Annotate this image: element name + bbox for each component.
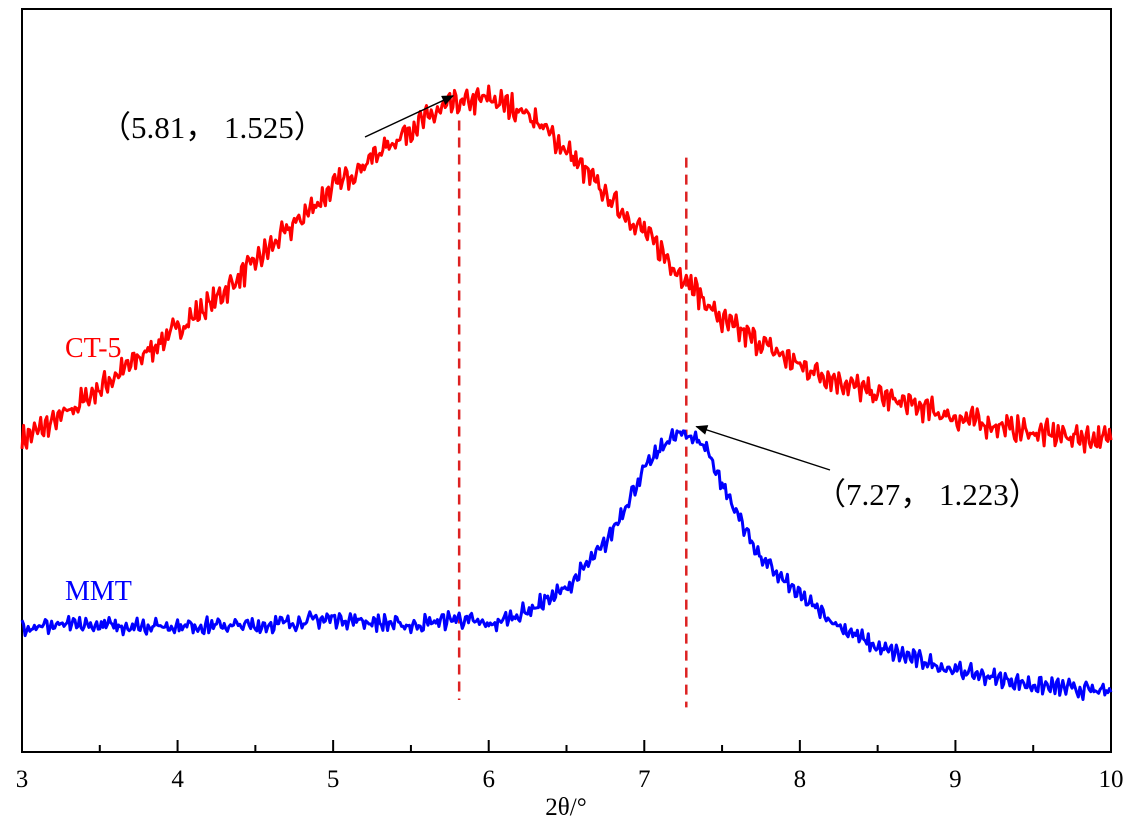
series-label-mmt: MMT bbox=[65, 576, 132, 607]
annotation-arrow bbox=[364, 95, 455, 138]
x-ticks: 3 4 5 6 7 8 9 10 bbox=[16, 740, 1124, 793]
x-tick-label: 7 bbox=[638, 766, 651, 793]
series-line-mmt bbox=[20, 428, 1113, 701]
x-tick-label: 6 bbox=[482, 766, 495, 793]
x-tick-label: 10 bbox=[1099, 766, 1124, 793]
series-label-ct5: CT-5 bbox=[65, 333, 122, 364]
annotation-arrow bbox=[695, 425, 831, 471]
series-lines bbox=[20, 84, 1113, 701]
x-tick-label: 5 bbox=[327, 766, 340, 793]
reference-lines bbox=[457, 120, 688, 708]
annotation-label: （5.81， 1.525） bbox=[100, 110, 325, 145]
x-tick-label: 8 bbox=[794, 766, 807, 793]
x-tick-label: 9 bbox=[949, 766, 962, 793]
x-axis-title: 2θ/° bbox=[545, 794, 586, 821]
annotation-label: （7.27， 1.223） bbox=[815, 477, 1040, 512]
x-tick-label: 3 bbox=[16, 766, 29, 793]
x-tick-label: 4 bbox=[171, 766, 184, 793]
series-line-ct-5 bbox=[20, 84, 1113, 454]
annotations: （5.81， 1.525） （7.27， 1.223） bbox=[100, 95, 1040, 512]
